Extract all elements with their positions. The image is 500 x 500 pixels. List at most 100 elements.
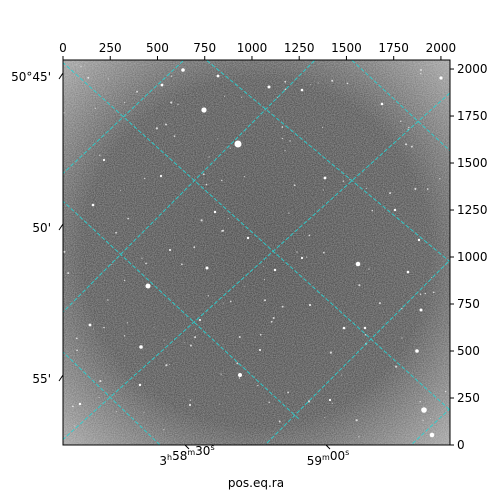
top-tick-label: 500	[146, 41, 169, 55]
faint-star	[165, 364, 168, 367]
star	[406, 270, 410, 274]
faint-star	[272, 316, 275, 320]
faint-star	[358, 436, 360, 438]
ra-tick-value: 30	[195, 444, 210, 458]
star	[189, 404, 191, 406]
faint-star	[193, 246, 196, 249]
star	[267, 85, 271, 89]
faint-star	[177, 103, 179, 106]
ra-tick-value: 00	[330, 449, 345, 463]
faint-star	[263, 299, 267, 302]
ra-tick-value: 3	[159, 454, 167, 468]
faint-star	[219, 403, 220, 405]
faint-star	[144, 177, 146, 180]
faint-star	[181, 263, 183, 266]
faint-star	[200, 219, 203, 222]
faint-star	[124, 102, 126, 104]
right-tick-label: 0	[457, 438, 465, 452]
faint-star	[281, 305, 284, 308]
faint-star	[170, 101, 173, 104]
star	[415, 349, 419, 353]
top-tick-label: 1500	[331, 41, 362, 55]
ra-tick-value: 59	[307, 454, 322, 468]
faint-star	[123, 279, 126, 282]
faint-star	[217, 138, 219, 140]
faint-star	[404, 143, 408, 146]
faint-star	[80, 66, 82, 68]
faint-star	[368, 268, 370, 270]
right-tick-label: 1000	[457, 250, 488, 264]
grid-line	[63, 351, 161, 445]
faint-star	[238, 336, 241, 338]
star	[78, 402, 82, 406]
faint-star	[424, 292, 427, 295]
star	[328, 398, 332, 402]
faint-star	[281, 137, 283, 140]
faint-star	[324, 416, 326, 418]
faint-star	[284, 88, 287, 91]
star	[273, 268, 277, 272]
faint-star	[141, 257, 143, 259]
faint-star	[322, 189, 324, 191]
bottom-axis-ra-ticks: 3h58m30s 59m00s	[159, 443, 349, 468]
faint-star	[432, 291, 435, 294]
faint-star	[163, 429, 165, 431]
right-tick-label: 250	[457, 391, 480, 405]
sky-image	[63, 60, 450, 445]
grid-line	[63, 200, 301, 421]
faint-star	[306, 256, 308, 258]
right-tick-label: 1500	[457, 156, 488, 170]
faint-star	[126, 322, 129, 324]
star	[300, 256, 304, 260]
star	[213, 210, 217, 214]
faint-star	[278, 420, 281, 423]
faint-star	[331, 79, 334, 82]
star	[160, 83, 164, 87]
top-tick-label: 0	[59, 41, 67, 55]
faint-star	[257, 384, 259, 387]
faint-star	[308, 234, 311, 237]
faint-star	[408, 126, 410, 129]
faint-star	[284, 80, 287, 83]
faint-star	[115, 411, 117, 413]
grid-line	[63, 92, 450, 441]
star	[139, 345, 143, 349]
dec-tick-mark	[58, 223, 64, 231]
faint-star	[194, 336, 197, 339]
faint-star	[365, 187, 367, 189]
faint-star	[222, 302, 224, 304]
star	[300, 88, 304, 92]
star	[342, 326, 346, 330]
star	[145, 283, 151, 289]
top-axis-pixel-ticks: 0 250 500 750 1000 1250 1500 1750 2000	[59, 41, 456, 60]
faint-star	[163, 339, 165, 341]
top-tick-label: 1000	[237, 41, 268, 55]
faint-star	[322, 127, 323, 128]
faint-star	[229, 147, 231, 149]
faint-star	[107, 78, 110, 80]
star	[246, 236, 250, 240]
grid-line	[350, 60, 450, 152]
star	[421, 407, 427, 413]
star	[205, 266, 209, 270]
star	[259, 349, 261, 351]
faint-star	[87, 76, 90, 79]
faint-star	[420, 69, 422, 71]
dec-tick-label: 50'	[32, 221, 51, 235]
faint-star	[270, 320, 273, 323]
faint-star	[395, 365, 398, 368]
faint-star	[224, 95, 226, 97]
dec-tick-mark	[58, 72, 64, 80]
faint-star	[74, 425, 76, 427]
faint-star	[238, 377, 241, 379]
star-field	[63, 63, 447, 438]
faint-star	[419, 293, 422, 296]
grid-line	[63, 60, 185, 175]
faint-star	[426, 188, 429, 190]
faint-star	[145, 262, 147, 265]
star	[91, 203, 95, 207]
faint-star	[236, 362, 239, 365]
top-tick-label: 750	[193, 41, 216, 55]
faint-star	[323, 251, 325, 254]
